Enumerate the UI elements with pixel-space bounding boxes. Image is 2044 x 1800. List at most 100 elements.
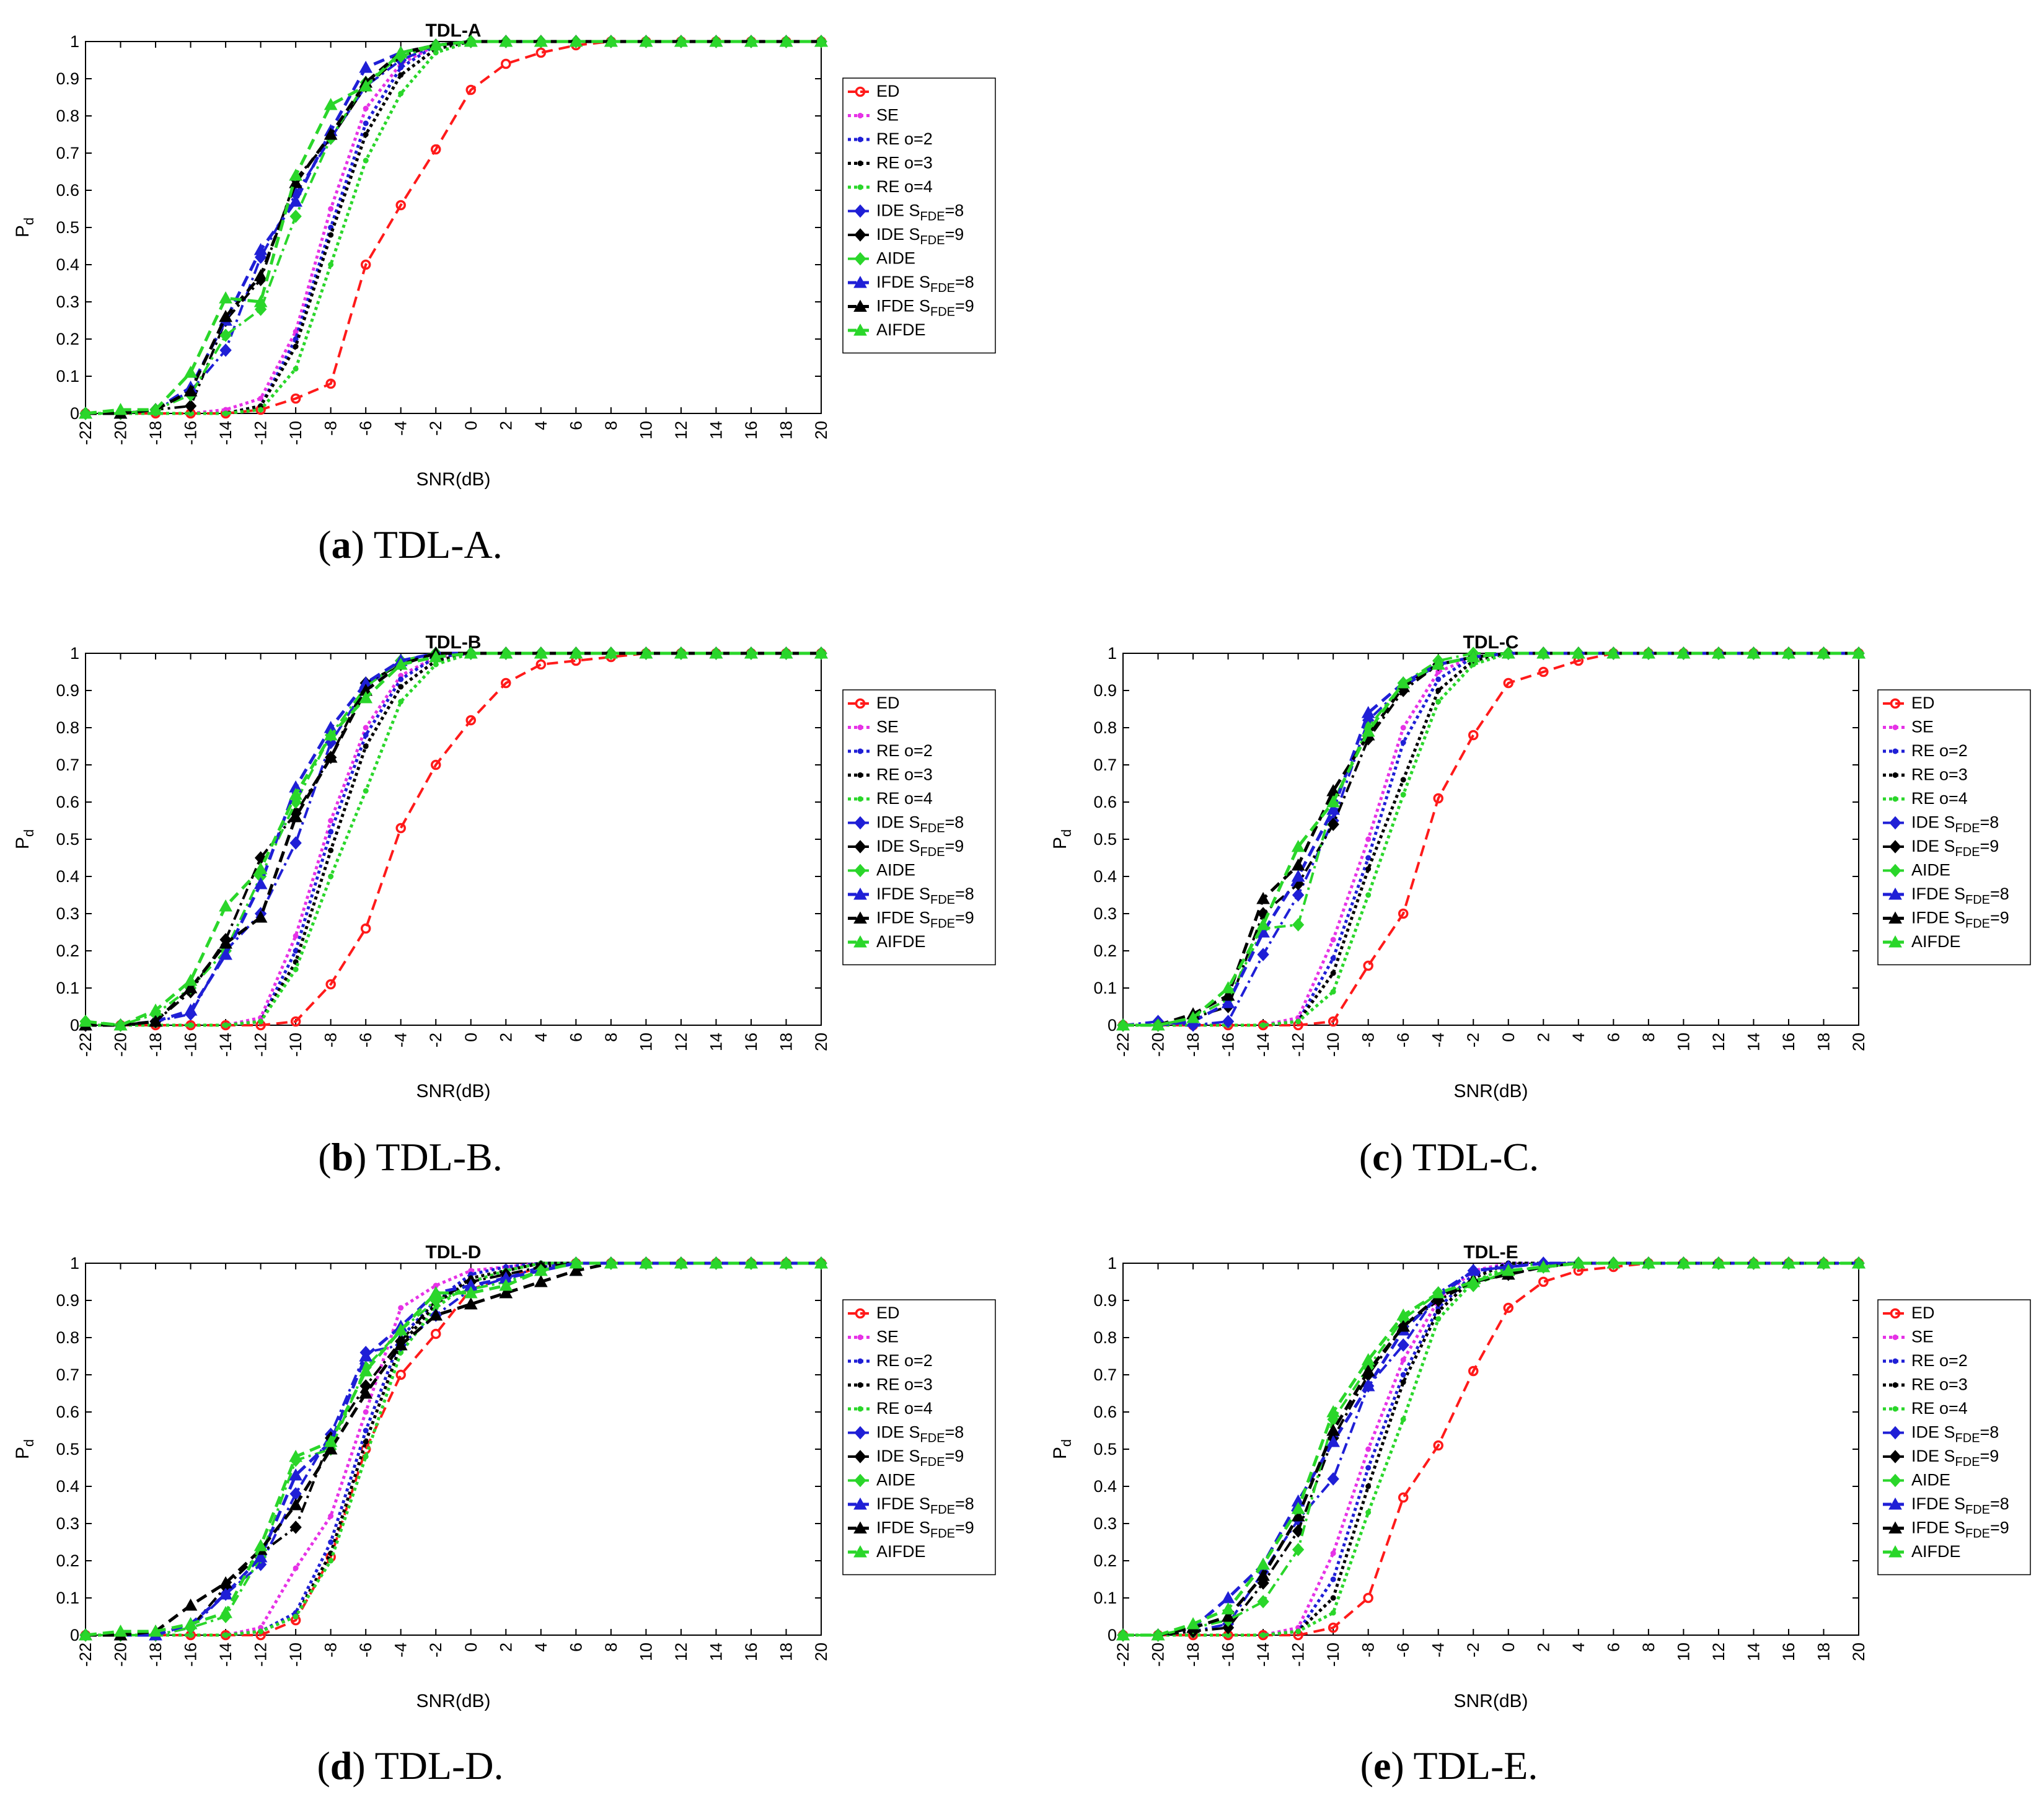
legend-label: IFDE SFDE=8: [876, 885, 974, 907]
data-point: [1292, 1543, 1305, 1556]
data-point: [79, 406, 92, 419]
series-line: [86, 651, 821, 1027]
legend-label: IFDE SFDE=9: [1911, 909, 2009, 931]
x-tick-label: 18: [1814, 1033, 1833, 1051]
data-point: [1326, 1423, 1340, 1436]
y-tick-label: 0.3: [56, 904, 79, 923]
legend-marker: [1889, 816, 1901, 830]
x-tick-label: 8: [602, 1033, 620, 1042]
data-point: [1501, 646, 1515, 659]
data-point: [1536, 1260, 1551, 1273]
legend-marker: [854, 252, 866, 266]
x-tick-label: -6: [356, 1643, 375, 1657]
x-tick-label: 16: [1779, 1643, 1798, 1661]
data-point: [1365, 866, 1372, 872]
x-tick-label: -6: [1394, 1643, 1412, 1657]
legend-label: IFDE SFDE=9: [876, 1519, 974, 1541]
series-line: [86, 652, 821, 1026]
chart-panel-b: -22 -20 -18 -16 -14 -12 -10 -8 -6 -4 -2 0 2 4 6 8 10 12 14…: [12, 632, 996, 1179]
x-tick-label: 4: [1569, 1643, 1588, 1652]
data-point: [464, 1297, 478, 1310]
data-point: [398, 1305, 404, 1311]
data-point: [1221, 988, 1235, 1001]
plot-area: [85, 41, 822, 414]
data-point: [535, 47, 547, 58]
y-tick-label: 0.9: [56, 1291, 79, 1310]
chart-panel-d: -22 -20 -18 -16 -14 -12 -10 -8 -6 -4 -2 0 2 4 6 8 10 12 14…: [12, 1242, 996, 1788]
legend-label: IDE SFDE=8: [876, 1423, 964, 1445]
legend-label: AIFDE: [1911, 1542, 1961, 1561]
x-tick-label: -22: [1114, 1643, 1132, 1667]
data-point: [744, 34, 758, 47]
legend-marker: [854, 816, 866, 830]
data-point: [1852, 1256, 1866, 1269]
legend-label: SE: [876, 106, 899, 125]
x-tick-label: -18: [1184, 1033, 1202, 1057]
x-tick-label: -4: [1429, 1033, 1448, 1048]
data-point: [328, 232, 334, 238]
x-tick-label: 18: [1814, 1643, 1833, 1661]
data-point: [1606, 1256, 1621, 1269]
legend-label: IFDE SFDE=9: [876, 297, 974, 319]
data-point: [222, 1632, 229, 1638]
x-axis-label: SNR(dB): [416, 1081, 490, 1101]
data-point: [289, 194, 302, 207]
x-tick-label: -12: [1289, 1643, 1308, 1667]
legend-marker: [854, 204, 866, 218]
data-point: [1221, 995, 1235, 1008]
x-tick-label: -16: [182, 421, 200, 445]
x-tick-label: 14: [707, 1033, 725, 1051]
data-point: [289, 810, 302, 823]
data-point: [1466, 650, 1481, 663]
x-tick-label: 20: [1849, 1033, 1868, 1051]
data-point: [1221, 981, 1235, 994]
x-tick-label: 8: [602, 1643, 620, 1652]
legend-marker: [1888, 887, 1902, 900]
x-tick-label: 10: [637, 1643, 655, 1661]
data-point: [188, 1022, 194, 1028]
data-point: [1400, 1379, 1406, 1385]
x-tick-label: 0: [462, 421, 480, 430]
legend-marker: [857, 1335, 863, 1340]
data-point: [1222, 1621, 1235, 1635]
data-point: [464, 34, 478, 47]
data-point: [1852, 646, 1866, 659]
data-point: [293, 366, 299, 372]
data-point: [328, 873, 334, 880]
data-point: [1433, 1440, 1443, 1451]
legend-label: AIFDE: [876, 1542, 926, 1561]
data-point: [1151, 1018, 1165, 1031]
figure-caption: (d) TDL-D.: [317, 1744, 504, 1788]
y-tick-label: 0.6: [56, 181, 79, 200]
data-point: [1435, 1316, 1442, 1322]
data-point: [183, 981, 198, 994]
x-axis-label: SNR(dB): [1453, 1081, 1528, 1101]
figure-caption: (a) TDL-A.: [318, 523, 502, 567]
x-axis-label: SNR(dB): [1453, 1691, 1528, 1711]
x-tick-label: 6: [1604, 1643, 1623, 1652]
data-point: [1400, 777, 1406, 783]
data-point: [499, 646, 513, 659]
x-tick-label: -4: [392, 1643, 410, 1657]
x-tick-label: -20: [112, 1033, 130, 1057]
y-tick-label: 0.2: [1093, 1551, 1117, 1570]
data-point: [1330, 1595, 1336, 1601]
data-point: [501, 58, 511, 69]
data-point: [1326, 795, 1340, 808]
data-point: [1361, 1352, 1375, 1365]
data-point: [1330, 1610, 1336, 1616]
legend-label: RE o=2: [876, 1351, 933, 1370]
x-tick-label: 0: [1499, 1643, 1518, 1652]
legend-label: AIDE: [1911, 1471, 1950, 1489]
y-tick-label: 0.2: [56, 1551, 79, 1570]
legend-label: RE o=2: [876, 130, 933, 148]
data-point: [1712, 646, 1725, 659]
legend-marker: [854, 1426, 866, 1440]
data-point: [293, 336, 299, 342]
y-tick-label: 0.6: [56, 1403, 79, 1421]
x-tick-label: 2: [496, 1033, 515, 1042]
x-tick-label: -12: [1289, 1033, 1308, 1057]
data-point: [1642, 1256, 1655, 1269]
data-point: [398, 90, 404, 97]
data-point: [328, 262, 334, 268]
